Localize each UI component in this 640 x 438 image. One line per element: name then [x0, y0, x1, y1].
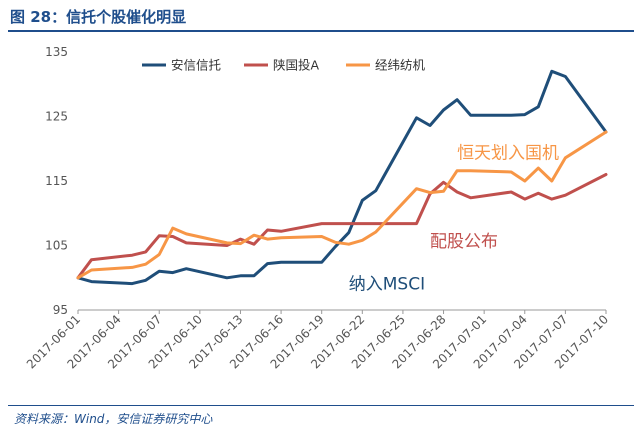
- y-tick-label: 115: [45, 174, 68, 188]
- source-rule: [8, 405, 634, 406]
- y-tick-label: 125: [45, 110, 68, 124]
- y-tick-label: 95: [53, 303, 68, 317]
- chart-series: [76, 69, 608, 286]
- line-chart: 951051151251352017-06-012017-06-042017-0…: [24, 45, 611, 371]
- y-tick-label: 105: [45, 239, 68, 253]
- chart-annotation: 纳入MSCI: [349, 274, 425, 294]
- series-line-陕国投A: [76, 173, 608, 280]
- legend-label: 陕国投A: [273, 58, 320, 73]
- chart-legend: 安信信托 陕国投A 经纬纺机: [142, 58, 426, 73]
- title-rule: [8, 30, 634, 32]
- series-line-安信信托: [76, 69, 608, 286]
- y-tick-label: 135: [45, 45, 68, 59]
- chart-annotation: 配股公布: [430, 232, 498, 252]
- legend-label: 安信信托: [171, 58, 221, 73]
- figure-title: 图 28：信托个股催化明显: [10, 8, 187, 26]
- chart-axes: 951051151251352017-06-012017-06-042017-0…: [24, 45, 611, 371]
- chart-annotation: 恒天划入国机: [457, 143, 559, 163]
- legend-label: 经纬纺机: [375, 58, 426, 73]
- source-note: 资料来源：Wind，安信证券研究中心: [14, 412, 213, 426]
- series-line-经纬纺机: [76, 130, 608, 280]
